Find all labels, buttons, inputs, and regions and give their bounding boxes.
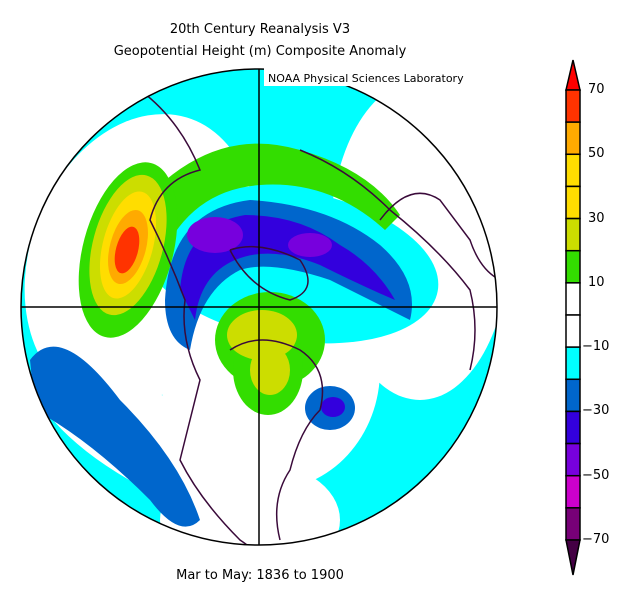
colorbar-segment (565, 153, 581, 188)
colorbar (565, 59, 581, 576)
colorbar-segment (565, 217, 581, 252)
colorbar-segment (565, 442, 581, 477)
colorbar-segment (565, 474, 581, 509)
anomaly-field (21, 69, 497, 545)
coastlines (139, 89, 497, 545)
title-line-1: 20th Century Reanalysis V3 (169, 22, 351, 37)
colorbar-segment (565, 410, 581, 445)
colorbar-segment (565, 185, 581, 220)
colorbar-tick-label: −70 (582, 532, 610, 547)
title-line-2: Geopotential Height (m) Composite Anomal… (113, 44, 407, 59)
colorbar-tick-label: −10 (582, 339, 610, 355)
colorbar-segment (565, 282, 581, 316)
credit-background (264, 68, 496, 86)
colorbar-segment (565, 121, 581, 156)
colorbar-tick-label: 30 (588, 210, 605, 226)
colorbar-segment (565, 249, 581, 284)
colorbar-segment (565, 378, 581, 413)
colorbar-segment (565, 89, 581, 123)
colorbar-tick-label: −30 (582, 403, 610, 419)
colorbar-tick-label: −50 (582, 467, 610, 483)
colorbar-tick-label: 50 (588, 146, 605, 162)
credit-text: NOAA Physical Sciences Laboratory (268, 72, 464, 85)
colorbar-under-arrow (565, 539, 581, 576)
colorbar-tick-label: 70 (588, 82, 605, 97)
colorbar-segment (565, 507, 581, 541)
colorbar-over-arrow (565, 59, 581, 91)
colorbar-tick-label: 10 (588, 274, 605, 290)
time-range-label: Mar to May: 1836 to 1900 (176, 568, 344, 583)
colorbar-segment (565, 314, 581, 348)
colorbar-segment (565, 346, 581, 381)
